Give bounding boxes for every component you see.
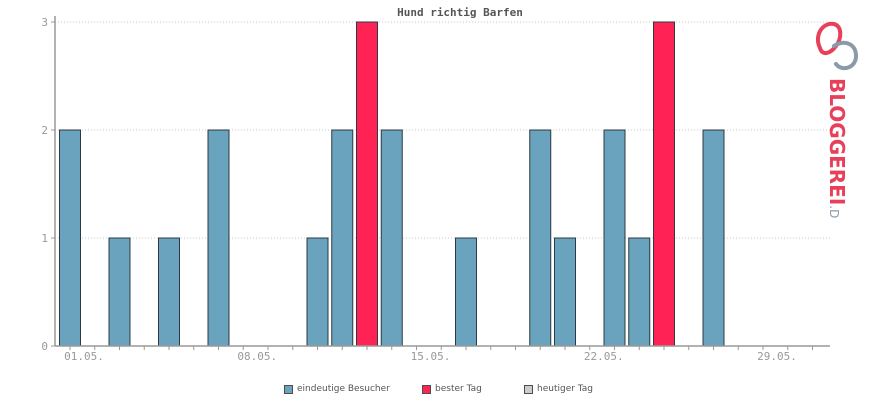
bar (108, 237, 131, 347)
x-axis: 01.05. 08.05. 15.05. 22.05. 29.05. (64, 346, 813, 363)
y-tick-label: 2 (41, 124, 48, 137)
brand-name: BLOGGEREI.DE (825, 78, 849, 218)
x-tick-label: 22.05. (584, 350, 624, 363)
bars (59, 21, 725, 347)
y-tick-label: 3 (41, 16, 48, 29)
gridlines (55, 21, 830, 239)
x-tick-label: 08.05. (237, 350, 277, 363)
legend-item-eindeutige-besucher: eindeutige Besucher (284, 384, 390, 394)
legend-swatch (524, 384, 533, 394)
y-tick-label: 0 (41, 340, 48, 353)
logo-mark-icon (815, 21, 859, 71)
bar (603, 129, 626, 347)
legend-swatch (284, 384, 293, 394)
bar (529, 129, 552, 347)
legend-label: heutiger Tag (537, 384, 594, 394)
legend-label: eindeutige Besucher (297, 384, 390, 394)
chart-title: Hund richtig Barfen (397, 6, 523, 19)
legend: eindeutige Besucher bester Tag heutiger … (0, 384, 870, 400)
bar (207, 129, 230, 347)
y-axis: 0 1 2 3 (41, 16, 55, 353)
bar (331, 129, 354, 347)
legend-item-heutiger-tag: heutiger Tag (524, 384, 593, 394)
bar (356, 21, 378, 347)
bar (702, 129, 725, 347)
bar (554, 237, 576, 347)
bloggerei-logo: BLOGGEREI.DE (815, 21, 859, 218)
x-tick-label: 29.05. (757, 350, 797, 363)
y-tick-label: 1 (41, 232, 48, 245)
bar (158, 237, 180, 347)
axes (54, 16, 830, 347)
bar (653, 21, 675, 347)
bar (59, 129, 81, 347)
bar (306, 237, 329, 347)
bar (455, 237, 477, 347)
legend-swatch (422, 384, 431, 394)
x-tick-label: 01.05. (64, 350, 104, 363)
bar (380, 129, 403, 347)
legend-item-bester-tag: bester Tag (422, 384, 482, 394)
bar (628, 237, 651, 347)
x-tick-label: 15.05. (411, 350, 451, 363)
legend-label: bester Tag (435, 384, 482, 394)
